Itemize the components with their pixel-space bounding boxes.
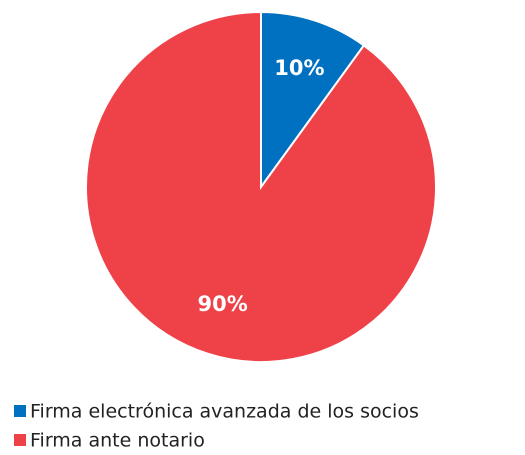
legend-swatch xyxy=(14,434,26,446)
legend-label: Firma electrónica avanzada de los socios xyxy=(30,401,419,423)
pie-slice xyxy=(260,10,366,191)
pie-slice xyxy=(85,10,437,363)
legend-label: Firma ante notario xyxy=(30,430,205,452)
legend-swatch xyxy=(14,405,26,417)
data-label: 90% xyxy=(197,292,247,316)
data-label: 10% xyxy=(274,56,324,80)
